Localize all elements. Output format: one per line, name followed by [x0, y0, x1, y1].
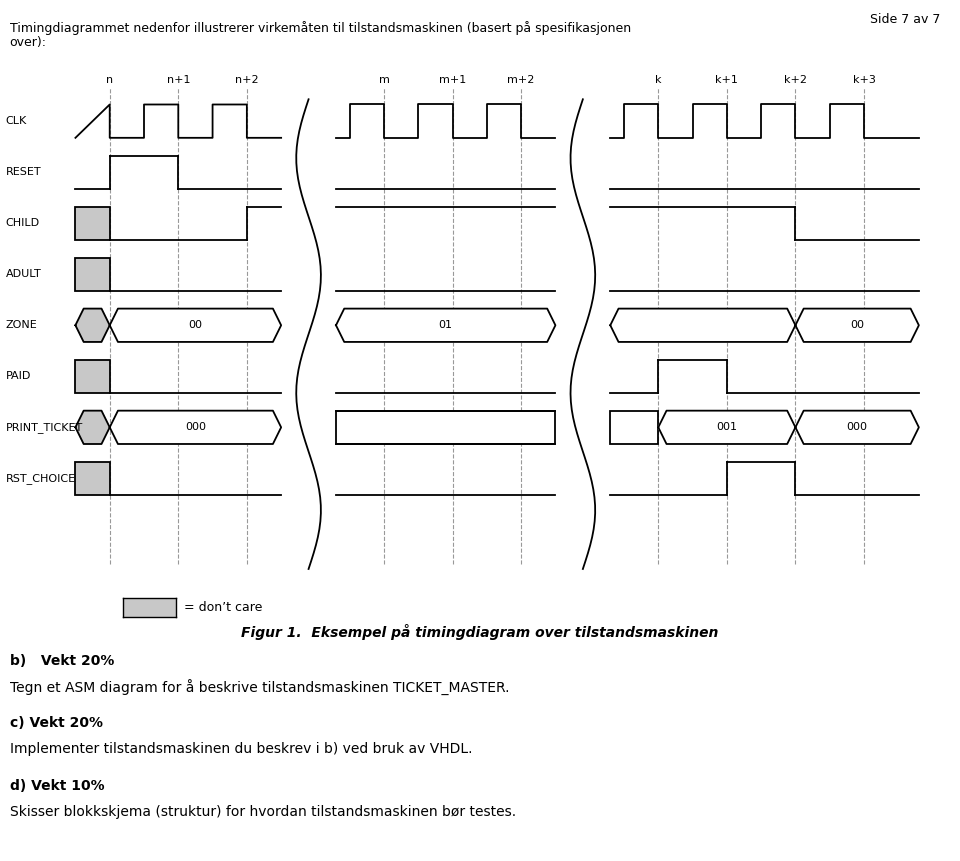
Text: k: k — [655, 75, 661, 84]
Text: k+2: k+2 — [784, 75, 807, 84]
Text: over):: over): — [10, 36, 47, 49]
Text: CHILD: CHILD — [6, 218, 39, 228]
Bar — [76, 360, 109, 393]
Text: Timingdiagrammet nedenfor illustrerer virkemåten til tilstandsmaskinen (basert p: Timingdiagrammet nedenfor illustrerer vi… — [10, 22, 631, 35]
Text: RESET: RESET — [6, 167, 41, 177]
Polygon shape — [611, 308, 796, 342]
Polygon shape — [76, 308, 109, 342]
Text: m+2: m+2 — [508, 75, 535, 84]
Polygon shape — [796, 411, 919, 444]
Polygon shape — [659, 411, 796, 444]
Bar — [76, 461, 109, 495]
Polygon shape — [796, 308, 919, 342]
Text: PAID: PAID — [6, 371, 31, 381]
Text: Side 7 av 7: Side 7 av 7 — [871, 13, 941, 26]
Polygon shape — [76, 411, 109, 444]
Text: 000: 000 — [185, 423, 206, 432]
Text: ZONE: ZONE — [6, 320, 37, 331]
Text: d) Vekt 10%: d) Vekt 10% — [10, 779, 105, 793]
Text: Implementer tilstandsmaskinen du beskrev i b) ved bruk av VHDL.: Implementer tilstandsmaskinen du beskrev… — [10, 742, 472, 756]
Bar — [76, 207, 109, 240]
Bar — [336, 411, 556, 444]
Text: c) Vekt 20%: c) Vekt 20% — [10, 716, 103, 730]
Text: b)   Vekt 20%: b) Vekt 20% — [10, 654, 114, 668]
Text: 00: 00 — [188, 320, 203, 331]
Text: 000: 000 — [847, 423, 868, 432]
Polygon shape — [109, 308, 281, 342]
Text: ADULT: ADULT — [6, 269, 41, 279]
Text: 001: 001 — [716, 423, 737, 432]
Text: Figur 1.  Eksempel på timingdiagram over tilstandsmaskinen: Figur 1. Eksempel på timingdiagram over … — [241, 624, 719, 641]
Text: Skisser blokkskjema (struktur) for hvordan tilstandsmaskinen bør testes.: Skisser blokkskjema (struktur) for hvord… — [10, 805, 516, 819]
Text: 01: 01 — [439, 320, 453, 331]
Text: n+2: n+2 — [235, 75, 258, 84]
Text: Tegn et ASM diagram for å beskrive tilstandsmaskinen TICKET_MASTER.: Tegn et ASM diagram for å beskrive tilst… — [10, 680, 509, 697]
Text: = don’t care: = don’t care — [184, 601, 263, 615]
Text: n: n — [107, 75, 113, 84]
Text: n+1: n+1 — [166, 75, 190, 84]
Text: k+3: k+3 — [852, 75, 876, 84]
Bar — [76, 257, 109, 291]
Text: k+1: k+1 — [715, 75, 738, 84]
Polygon shape — [109, 411, 281, 444]
Bar — [611, 411, 659, 444]
Text: PRINT_TICKET: PRINT_TICKET — [6, 422, 83, 433]
Text: 00: 00 — [851, 320, 864, 331]
Text: RST_CHOICE: RST_CHOICE — [6, 473, 76, 484]
Polygon shape — [336, 308, 556, 342]
Text: CLK: CLK — [6, 116, 27, 127]
Text: m: m — [378, 75, 390, 84]
Text: m+1: m+1 — [439, 75, 467, 84]
